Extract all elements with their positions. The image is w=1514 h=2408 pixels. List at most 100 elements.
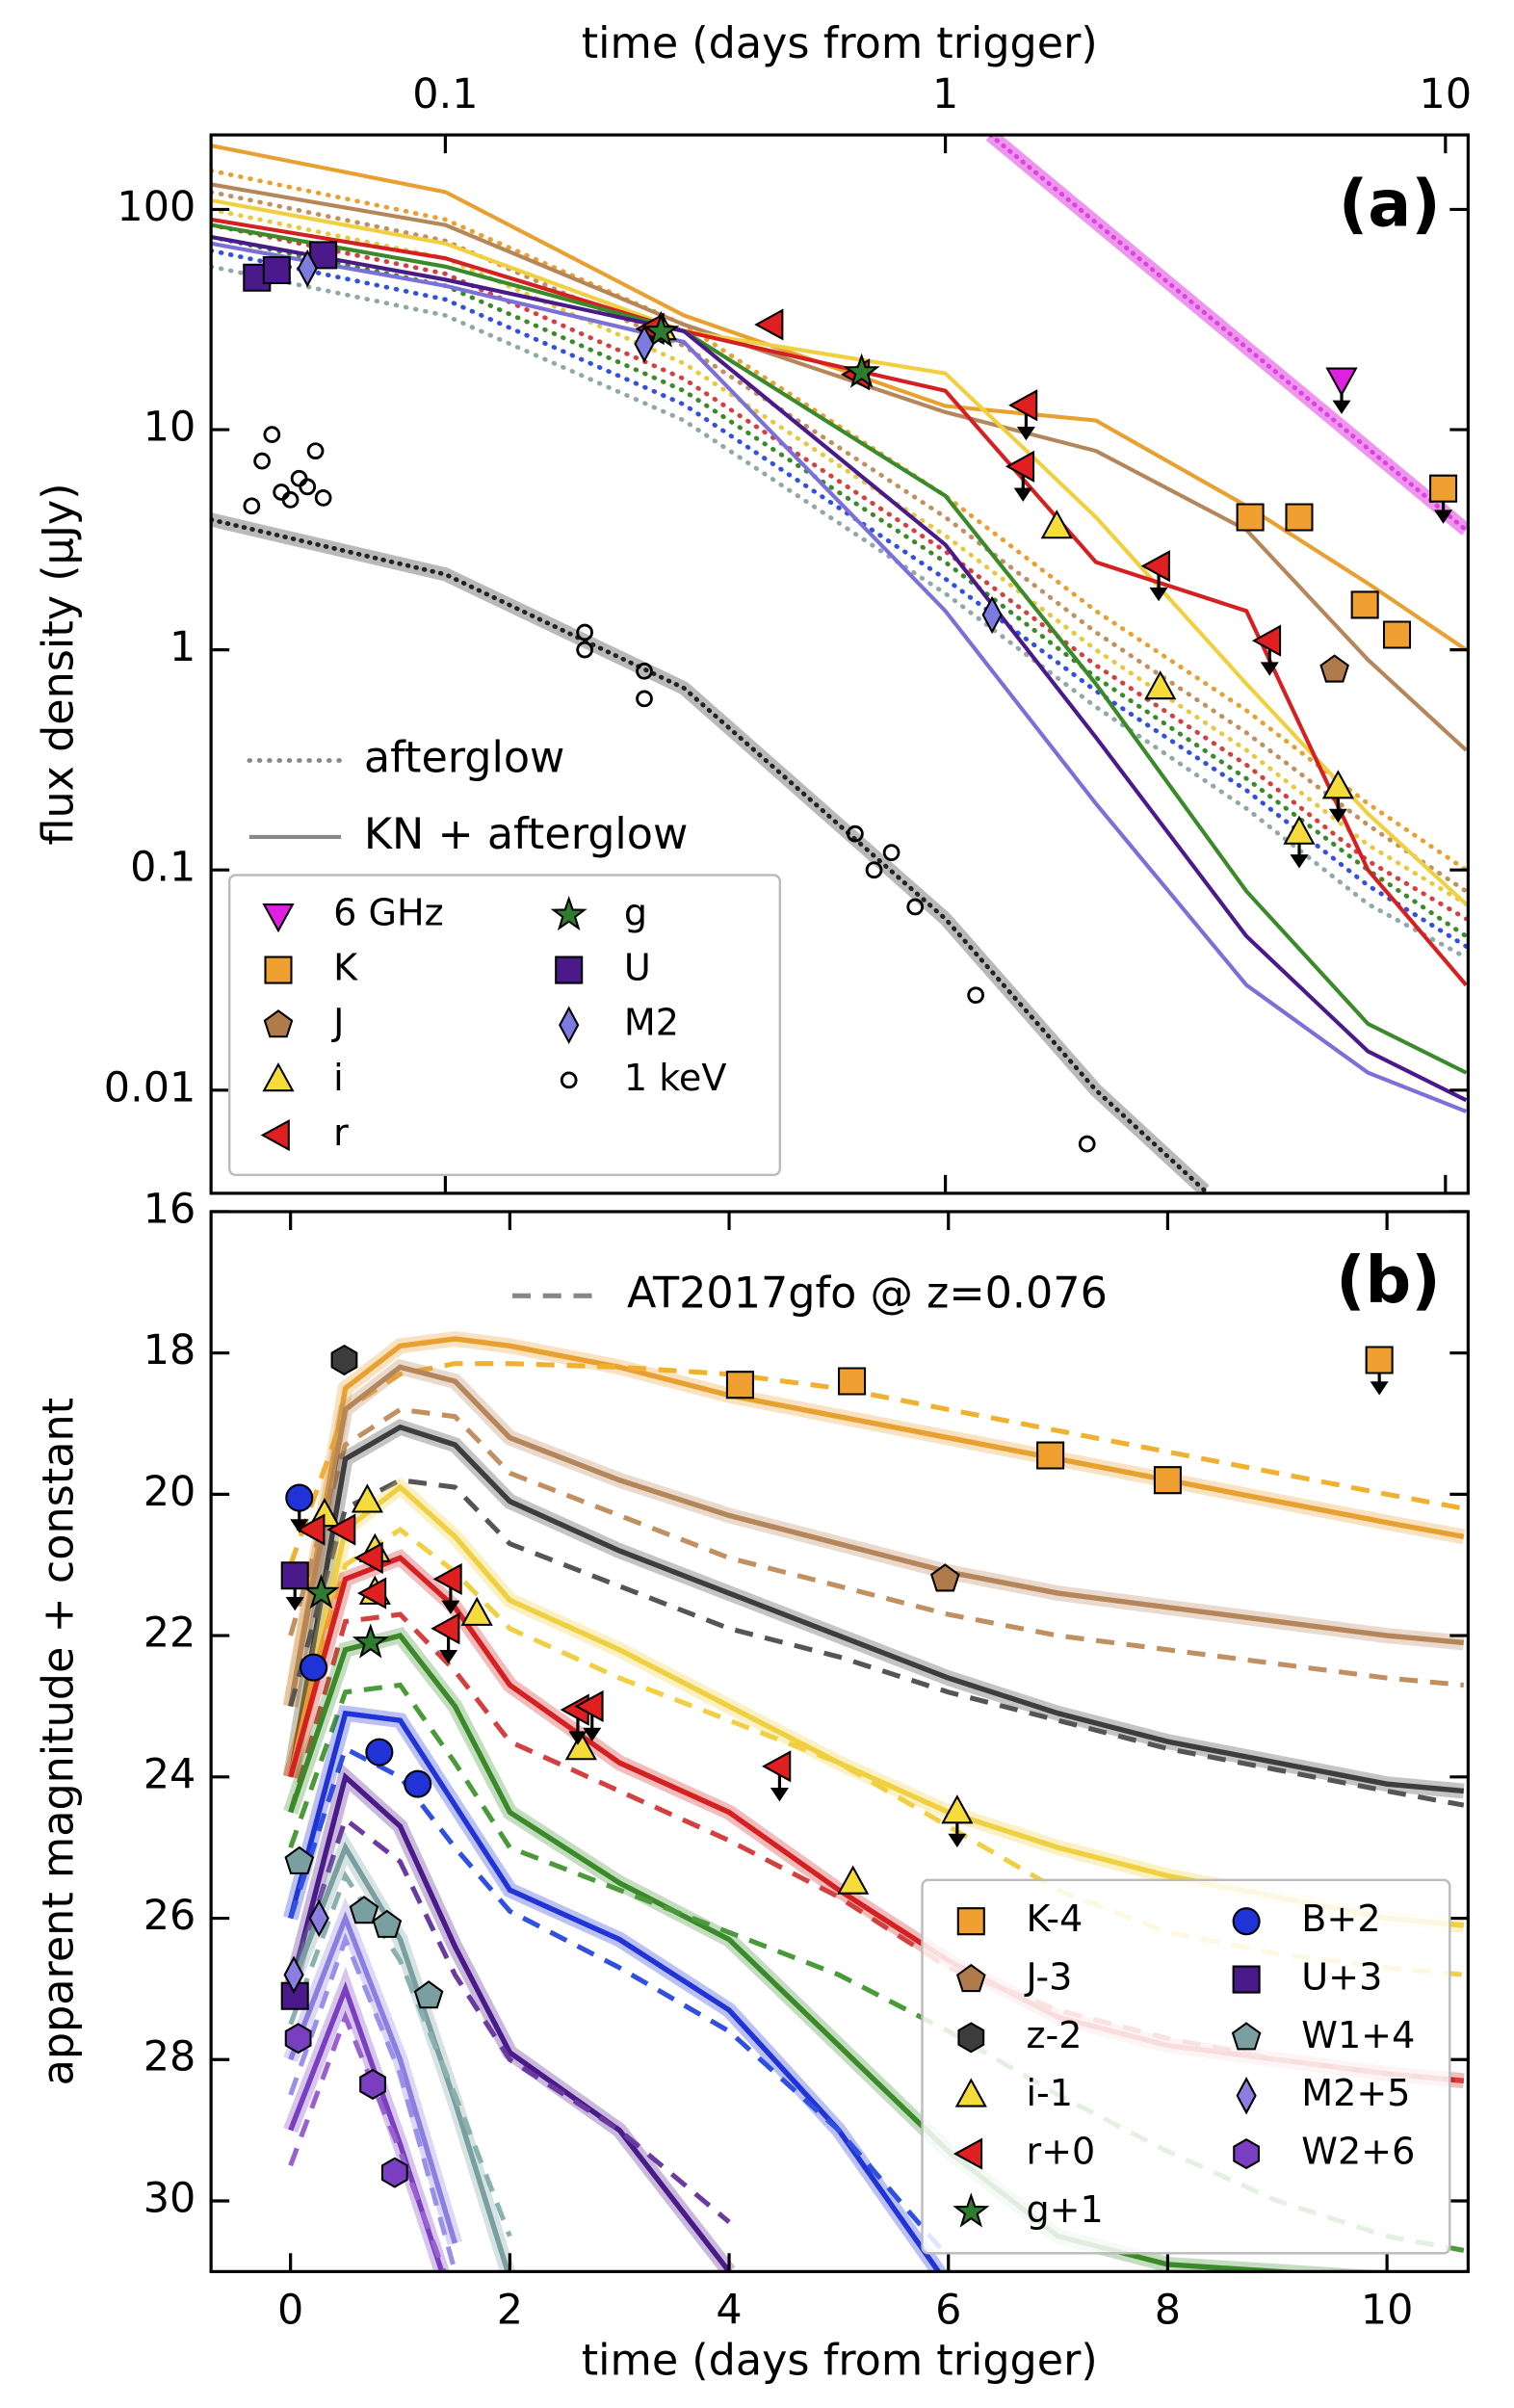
data-point — [281, 491, 300, 509]
data-point — [837, 1865, 870, 1895]
data-point — [1319, 654, 1349, 683]
data-point — [1283, 815, 1316, 845]
y-tick-label: 24 — [144, 1750, 196, 1798]
data-point — [967, 986, 984, 1004]
upper-limit-arrowhead — [441, 1600, 460, 1614]
legend-marker — [263, 1009, 294, 1038]
upper-limit-arrowhead — [290, 1519, 309, 1533]
y-tick-label: 28 — [144, 2033, 196, 2081]
upper-limit-arrowhead — [1370, 1381, 1389, 1396]
x-tick-label: 4 — [716, 2287, 742, 2335]
data-point — [380, 2157, 408, 2188]
legend-label: B+2 — [1301, 1898, 1380, 1940]
legend-label: U+3 — [1301, 1956, 1382, 1999]
data-point — [838, 1367, 867, 1396]
data-point — [882, 844, 901, 861]
data-point — [431, 1612, 460, 1645]
data-point — [576, 641, 593, 659]
data-point — [263, 426, 281, 443]
legend-label: KN + afterglow — [364, 810, 688, 859]
y-tick-label: 0.01 — [104, 1063, 196, 1112]
legend-marker — [1232, 1907, 1261, 1936]
data-point — [1008, 389, 1038, 422]
upper-limit-arrowhead — [1149, 587, 1168, 602]
model-line — [288, 1932, 457, 2272]
legend-label: J-3 — [1024, 1956, 1072, 1999]
data-point — [365, 1738, 394, 1767]
data-point — [1382, 620, 1412, 649]
data-point — [283, 1955, 304, 1994]
data-point — [981, 595, 1003, 635]
data-point — [1078, 1135, 1096, 1153]
legend-label: J — [331, 1002, 344, 1044]
upper-limit-arrowhead — [770, 1788, 789, 1802]
data-point — [906, 898, 925, 916]
legend-label: i — [333, 1057, 344, 1099]
data-point — [352, 1623, 389, 1659]
legend-label: afterglow — [364, 734, 565, 783]
legend-marker — [560, 1071, 578, 1089]
data-point — [847, 824, 864, 843]
data-point — [1251, 624, 1282, 657]
data-point — [243, 497, 261, 515]
axes-frame — [209, 1210, 1470, 2273]
data-point — [284, 1845, 315, 1874]
legend-marker — [1233, 2138, 1261, 2170]
upper-limit-arrowhead — [1332, 400, 1351, 414]
data-point — [1350, 590, 1379, 619]
legend-label: U — [624, 947, 651, 989]
model-line — [211, 234, 1468, 1103]
x-tick-label: 2 — [497, 2287, 523, 2335]
legend-marker — [1231, 2022, 1262, 2051]
data-point — [636, 690, 653, 708]
legend-marker — [957, 2022, 985, 2054]
model-line — [288, 1911, 458, 2244]
legend-label: M2+5 — [1301, 2072, 1410, 2114]
upper-limit-arrowhead — [568, 1731, 587, 1745]
data-point — [284, 2023, 312, 2055]
data-point — [299, 478, 317, 496]
upper-limit-arrowhead — [1434, 510, 1453, 524]
data-point — [326, 1513, 356, 1546]
legend-label: z-2 — [1026, 2014, 1082, 2056]
data-point — [1285, 503, 1314, 532]
model-line — [987, 135, 1469, 533]
legend-label: M2 — [624, 1002, 679, 1044]
data-point — [1429, 474, 1458, 503]
model-line — [288, 1870, 512, 2238]
data-point — [1153, 1466, 1182, 1495]
data-point — [432, 1562, 462, 1596]
data-point — [1144, 670, 1177, 700]
model-line — [211, 144, 1468, 652]
plot-area — [280, 1330, 1466, 2272]
x-axis-label: time (days from trigger) — [582, 19, 1098, 68]
model-line — [288, 1406, 1465, 1688]
data-point — [460, 1596, 493, 1626]
y-tick-label: 18 — [144, 1326, 196, 1374]
data-point — [349, 1896, 379, 1924]
model-line — [288, 1682, 1465, 2253]
legend-marker — [264, 955, 293, 984]
data-point — [1236, 503, 1265, 532]
y-axis-label: apparent magnitude + constant — [35, 1398, 84, 2086]
upper-limit-arrowhead — [1016, 426, 1035, 441]
y-tick-label: 1 — [170, 623, 196, 671]
model-line — [288, 1364, 1465, 1707]
x-tick-label: 10 — [1420, 70, 1473, 118]
model-line — [288, 1336, 1465, 1707]
legend-label: K-4 — [1026, 1898, 1083, 1940]
model-line — [288, 1771, 732, 2272]
panel-label: (a) — [1339, 166, 1441, 241]
model-line — [288, 1361, 1465, 1566]
legend-label: W2+6 — [1301, 2131, 1415, 2173]
data-point — [314, 489, 332, 507]
model-line — [211, 241, 1468, 1113]
data-point — [762, 1750, 792, 1783]
legend-marker — [559, 1006, 580, 1044]
data-point — [302, 1574, 340, 1610]
legend-label: g — [624, 891, 647, 933]
upper-limit-arrowhead — [583, 1727, 602, 1741]
x-tick-label: 6 — [935, 2287, 961, 2335]
